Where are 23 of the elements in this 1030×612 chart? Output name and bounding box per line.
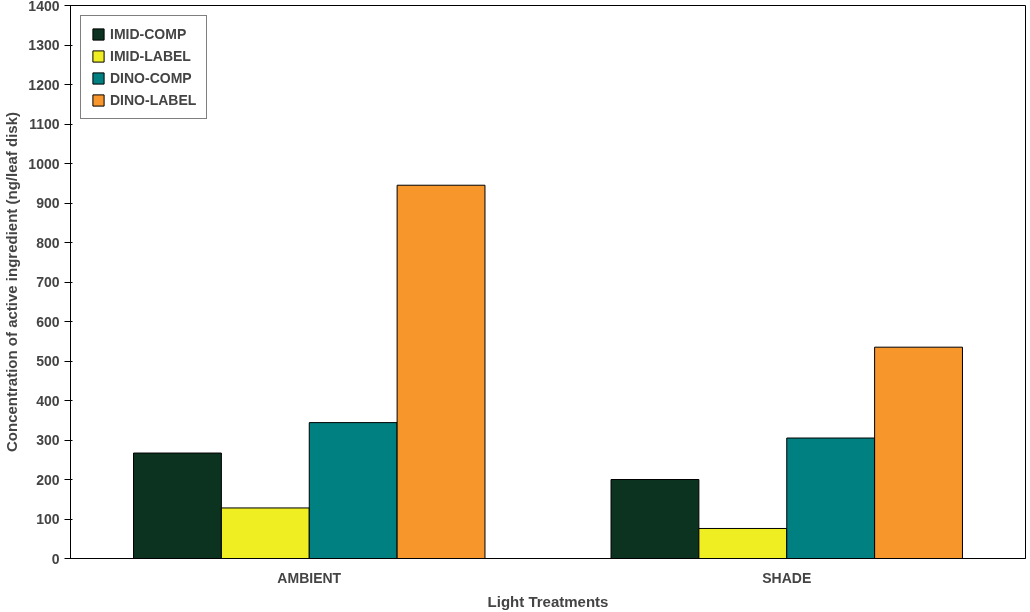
y-tick-label: 1300 xyxy=(28,37,60,53)
legend-label: DINO-LABEL xyxy=(110,92,197,108)
y-tick-label: 1000 xyxy=(28,155,60,172)
y-tick-label: 200 xyxy=(36,471,60,488)
legend-label: IMID-LABEL xyxy=(110,48,191,64)
y-tick-label: 900 xyxy=(36,195,60,211)
y-axis-title: Concentration of active ingredient (ng/leaf disk) xyxy=(3,111,21,453)
y-tick-label: 1400 xyxy=(28,0,60,14)
y-tick-label: 600 xyxy=(36,313,60,330)
y-tick-label: 300 xyxy=(36,432,60,448)
x-tick-label: SHADE xyxy=(762,569,812,586)
legend-label: DINO-COMP xyxy=(110,70,192,86)
y-tick-label: 700 xyxy=(36,274,60,290)
x-tick-label: AMBIENT xyxy=(277,569,342,586)
legend-label: IMID-COMP xyxy=(110,26,187,42)
y-tick-label: 400 xyxy=(36,392,60,409)
y-tick-label: 1100 xyxy=(29,116,60,132)
x-axis-title: Light Treatments xyxy=(487,592,609,610)
y-tick-label: 1200 xyxy=(28,76,60,93)
y-tick-label: 0 xyxy=(51,550,60,567)
y-tick-label: 800 xyxy=(36,234,60,251)
y-tick-label: 500 xyxy=(36,353,60,369)
y-tick-label: 100 xyxy=(36,511,60,527)
